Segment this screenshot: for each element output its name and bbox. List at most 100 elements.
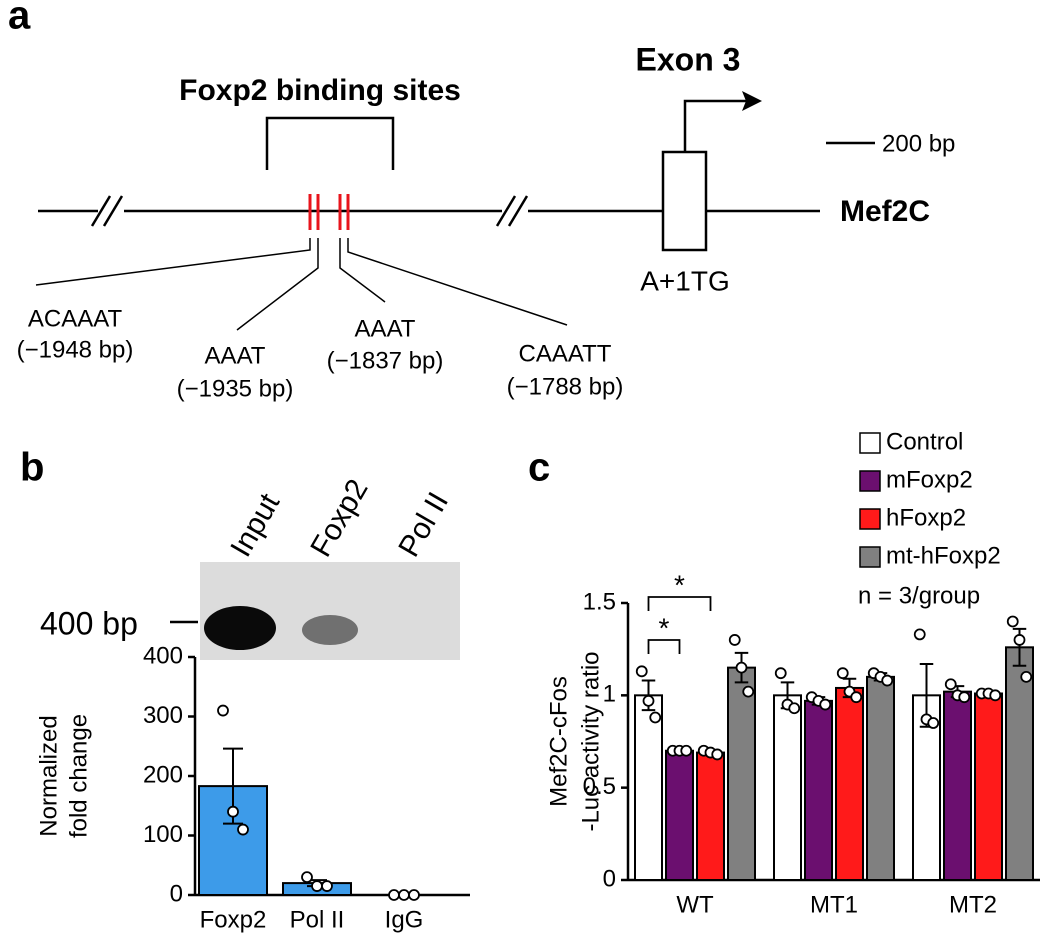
y-tick-label: 100 xyxy=(143,821,183,848)
bar xyxy=(835,686,864,881)
arrow-head xyxy=(742,91,762,111)
arrow xyxy=(683,99,752,152)
legend-swatch xyxy=(859,470,881,492)
bar xyxy=(866,675,895,881)
panel-label: a xyxy=(8,0,31,38)
legend-label: Control xyxy=(886,428,963,455)
x-tick-label: MT2 xyxy=(949,891,997,918)
data-point xyxy=(635,665,648,678)
data-point xyxy=(680,744,693,757)
significance-bracket xyxy=(647,639,681,654)
legend-label: mFoxp2 xyxy=(886,466,973,493)
y-tick-label: 200 xyxy=(143,761,183,788)
band xyxy=(204,606,276,650)
data-point xyxy=(321,880,333,892)
site-pos: (−1935 bp) xyxy=(177,375,294,402)
site-pos: (−1788 bp) xyxy=(507,373,624,400)
bar xyxy=(773,694,802,881)
legend-label: hFoxp2 xyxy=(886,504,966,531)
data-point xyxy=(311,880,323,892)
exon-box xyxy=(661,150,708,252)
data-point xyxy=(774,667,787,680)
bar xyxy=(727,666,756,882)
start-label: A+1TG xyxy=(640,265,729,296)
site-pos: (−1837 bp) xyxy=(327,347,444,374)
x-tick-label: MT1 xyxy=(810,891,858,918)
panel-label: c xyxy=(528,446,550,490)
data-point xyxy=(742,685,755,698)
data-point xyxy=(728,634,741,646)
data-point xyxy=(649,711,662,724)
significance-bracket xyxy=(647,596,712,611)
data-point xyxy=(881,674,894,687)
bar xyxy=(634,694,663,881)
scale-label: 200 bp xyxy=(882,130,955,157)
y-tick-label: 0.5 xyxy=(583,773,616,800)
data-point xyxy=(301,871,313,884)
y-tick-label: 300 xyxy=(143,702,183,729)
y-tick-label: 400 xyxy=(143,642,183,669)
site-seq: ACAAAT xyxy=(28,305,123,332)
site-connectors xyxy=(35,238,568,331)
data-point xyxy=(819,698,832,711)
y-tick-label: 1.5 xyxy=(583,588,616,615)
bar xyxy=(1005,646,1034,881)
binding-sites xyxy=(308,194,350,230)
bar xyxy=(665,749,694,881)
legend-label: mt-hFoxp2 xyxy=(886,542,1001,569)
site-seq: AAAT xyxy=(205,342,266,369)
data-point xyxy=(388,889,400,901)
legend-swatch xyxy=(859,432,881,454)
band xyxy=(302,615,358,645)
exon-label: Exon 3 xyxy=(636,41,741,77)
gene-label: Mef2C xyxy=(840,195,930,228)
data-point xyxy=(836,667,849,680)
bar xyxy=(696,751,725,882)
bar xyxy=(974,692,1003,882)
site-pos: (−1948 bp) xyxy=(17,336,134,363)
site-seq: AAAT xyxy=(355,315,416,342)
data-point xyxy=(850,691,863,704)
data-point xyxy=(927,717,940,729)
x-tick-label: WT xyxy=(676,891,714,918)
bar xyxy=(943,690,972,882)
legend-swatch xyxy=(859,546,881,568)
legend-note: n = 3/group xyxy=(858,582,980,609)
sites-title: Foxp2 binding sites xyxy=(179,74,461,107)
site-seq: CAAATT xyxy=(519,340,612,367)
x-tick-label: Foxp2 xyxy=(200,906,267,933)
data-point xyxy=(958,691,971,704)
data-point xyxy=(989,689,1002,702)
y-tick-label: 0 xyxy=(603,865,616,892)
break xyxy=(90,195,529,227)
lane-label: Input xyxy=(224,488,286,563)
data-point xyxy=(408,889,420,901)
lane-label: Foxp2 xyxy=(304,474,374,563)
data-point xyxy=(1006,615,1019,628)
significance-label: * xyxy=(674,569,685,600)
data-point xyxy=(1013,634,1026,646)
panel-label: b xyxy=(20,446,44,490)
marker-label: 400 bp xyxy=(40,605,138,641)
data-point xyxy=(735,661,748,674)
y-axis-label: -Luc activity ratio xyxy=(577,651,604,831)
data-point xyxy=(642,694,655,707)
y-axis-label: fold change xyxy=(65,714,92,838)
data-point xyxy=(237,823,249,836)
lane-label: Pol II xyxy=(392,487,455,563)
data-point xyxy=(788,702,801,715)
bracket xyxy=(265,116,395,170)
y-tick-label: 0 xyxy=(170,880,183,907)
significance-label: * xyxy=(659,612,670,643)
bar xyxy=(804,699,833,882)
y-axis-label: Mef2C-cFos xyxy=(545,676,572,807)
legend-swatch xyxy=(859,508,881,530)
data-point xyxy=(944,678,957,691)
data-point xyxy=(1020,670,1033,683)
x-tick-label: Pol II xyxy=(290,906,345,933)
data-point xyxy=(217,704,229,717)
y-tick-label: 1 xyxy=(603,681,616,708)
y-axis-label: Normalized xyxy=(35,715,62,836)
data-point xyxy=(711,748,724,761)
